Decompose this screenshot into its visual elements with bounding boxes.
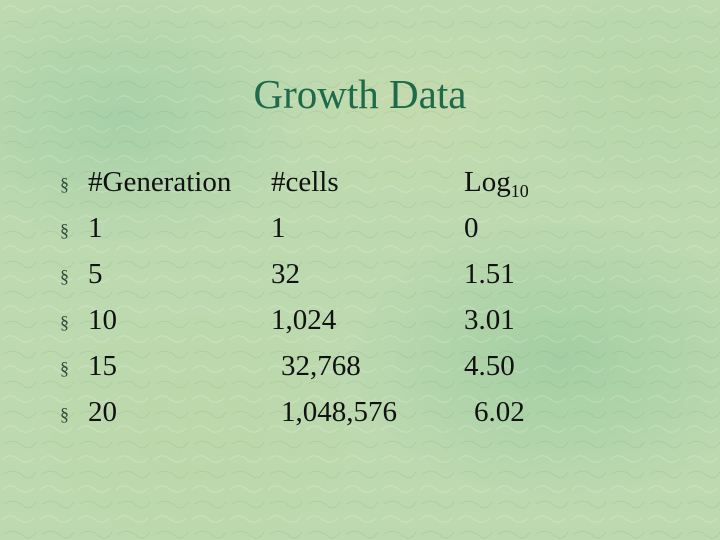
cells-cell: 1	[271, 212, 286, 244]
cells-cell: 1,048,576	[281, 396, 397, 428]
bullet-icon: §	[60, 174, 69, 194]
table-row: § 20 1,048,576 6.02	[0, 396, 720, 442]
log-cell: 1.51	[464, 258, 515, 290]
table-row: § 15 32,768 4.50	[0, 350, 720, 396]
table-row: § 10 1,024 3.01	[0, 304, 720, 350]
bullet-icon: §	[60, 266, 69, 286]
cells-cell: 32,768	[281, 350, 361, 382]
table-row: § 5 32 1.51	[0, 258, 720, 304]
generation-cell: 1	[88, 212, 103, 244]
header-cells: #cells	[271, 166, 339, 198]
bullet-icon: §	[60, 220, 69, 240]
header-log: Log10	[464, 166, 529, 201]
slide-title: Growth Data	[253, 71, 467, 117]
header-log-base: Log	[464, 166, 511, 198]
cells-cell: 32	[271, 258, 300, 290]
header-row: § #Generation #cells Log10	[0, 166, 720, 212]
header-log-subscript: 10	[510, 181, 529, 201]
bullet-icon: §	[60, 312, 69, 332]
generation-cell: 20	[88, 396, 117, 428]
log-cell: 0	[464, 212, 479, 244]
log-cell: 3.01	[464, 304, 515, 336]
log-cell: 4.50	[464, 350, 515, 382]
generation-cell: 15	[88, 350, 117, 382]
log-cell: 6.02	[474, 396, 525, 428]
generation-cell: 5	[88, 258, 103, 290]
header-generation: #Generation	[88, 166, 232, 198]
table-row: § 1 1 0	[0, 212, 720, 258]
bullet-icon: §	[60, 358, 69, 378]
bullet-icon: §	[60, 404, 69, 424]
cells-cell: 1,024	[271, 304, 337, 336]
generation-cell: 10	[88, 304, 117, 336]
